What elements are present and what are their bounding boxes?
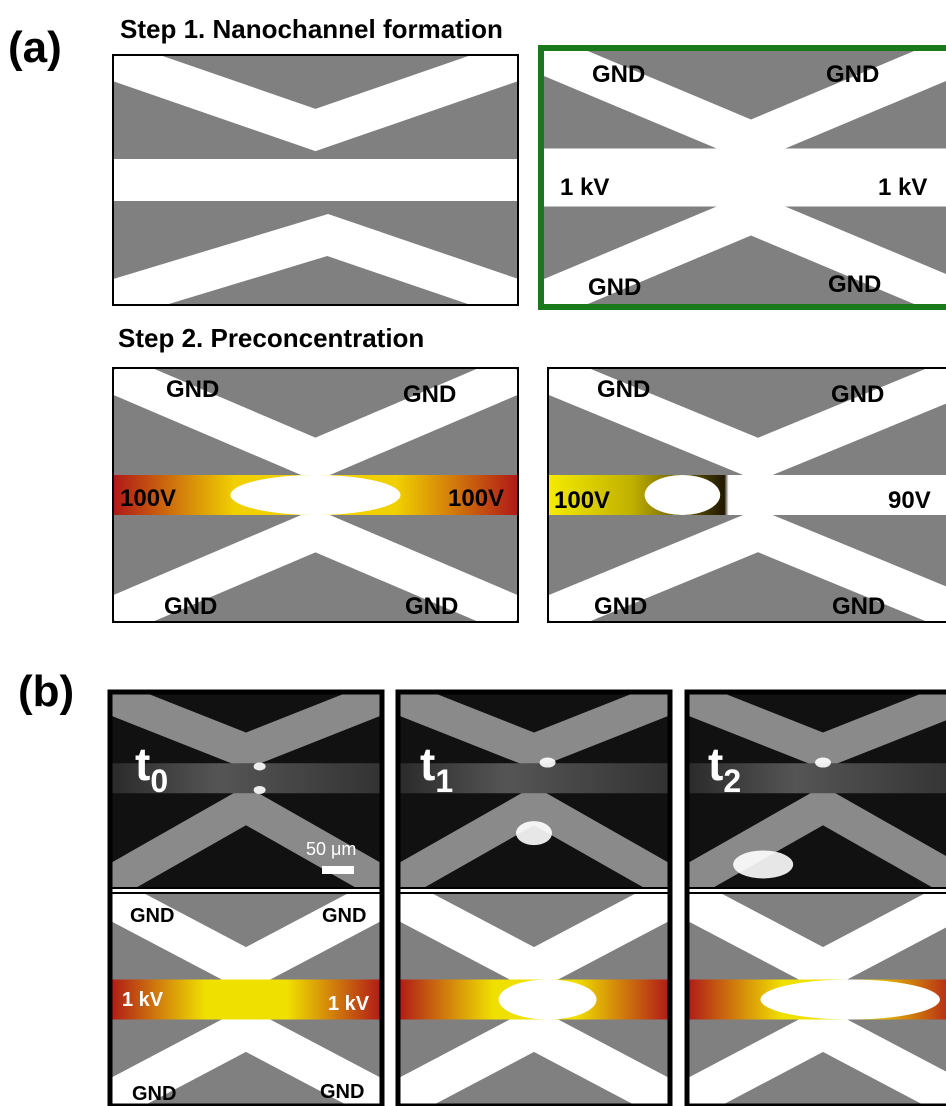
schematic (113, 55, 518, 305)
electrode-label: GND (166, 376, 219, 403)
electrode-label: GND (130, 905, 174, 927)
step-title: Step 1. Nanochannel formation (120, 14, 503, 44)
voltage-label: 100V (120, 485, 176, 512)
electrode-label: GND (594, 593, 647, 620)
electrode-label: 1 kV (560, 174, 609, 201)
electrode-label: GND (592, 61, 645, 88)
bright-spot (516, 821, 552, 845)
bright-spot (254, 786, 266, 794)
electrode-label: GND (322, 905, 366, 927)
electrode-label: GND (403, 381, 456, 408)
electrode-label: GND (588, 274, 641, 301)
electrode-label: GND (597, 376, 650, 403)
bright-spot (733, 850, 793, 878)
electrode-label: GND (828, 271, 881, 298)
panel-label: (a) (8, 23, 62, 72)
voltage-label: 100V (554, 487, 610, 514)
time-symbol: t (708, 738, 723, 790)
electrode-label: GND (164, 593, 217, 620)
bright-spot (254, 762, 266, 770)
panel-label: (b) (18, 667, 74, 716)
electrode-label: GND (405, 593, 458, 620)
schematics (110, 48, 946, 1106)
time-symbol: t (420, 738, 435, 790)
depletion-zone (760, 980, 940, 1020)
depletion-zone (645, 475, 721, 515)
electrode-label: GND (320, 1081, 364, 1103)
time-subscript: 0 (150, 763, 168, 799)
scale-bar (322, 866, 354, 874)
time-symbol: t (135, 738, 150, 790)
time-subscript: 2 (723, 763, 741, 799)
voltage-label: 1 kV (122, 989, 164, 1011)
electrode-label: 1 kV (878, 174, 927, 201)
depletion-zone (499, 980, 597, 1020)
main-channel (113, 159, 518, 201)
schematic (398, 893, 670, 1106)
bright-spot (815, 758, 831, 768)
figure: (a) Step 1. Nanochannel formation GND GN… (0, 0, 946, 1106)
electrode-label: GND (831, 381, 884, 408)
electrode-label: GND (832, 593, 885, 620)
scale-bar-label: 50 μm (306, 839, 356, 859)
time-subscript: 1 (435, 763, 453, 799)
bright-spot (540, 758, 556, 768)
step-title: Step 2. Preconcentration (118, 323, 424, 353)
depletion-zone (230, 475, 400, 515)
electrode-label: GND (132, 1083, 176, 1105)
schematic (687, 893, 946, 1106)
voltage-label: 1 kV (328, 993, 370, 1015)
electrode-label: GND (826, 61, 879, 88)
voltage-label: 100V (448, 485, 504, 512)
voltage-label: 90V (888, 487, 931, 514)
